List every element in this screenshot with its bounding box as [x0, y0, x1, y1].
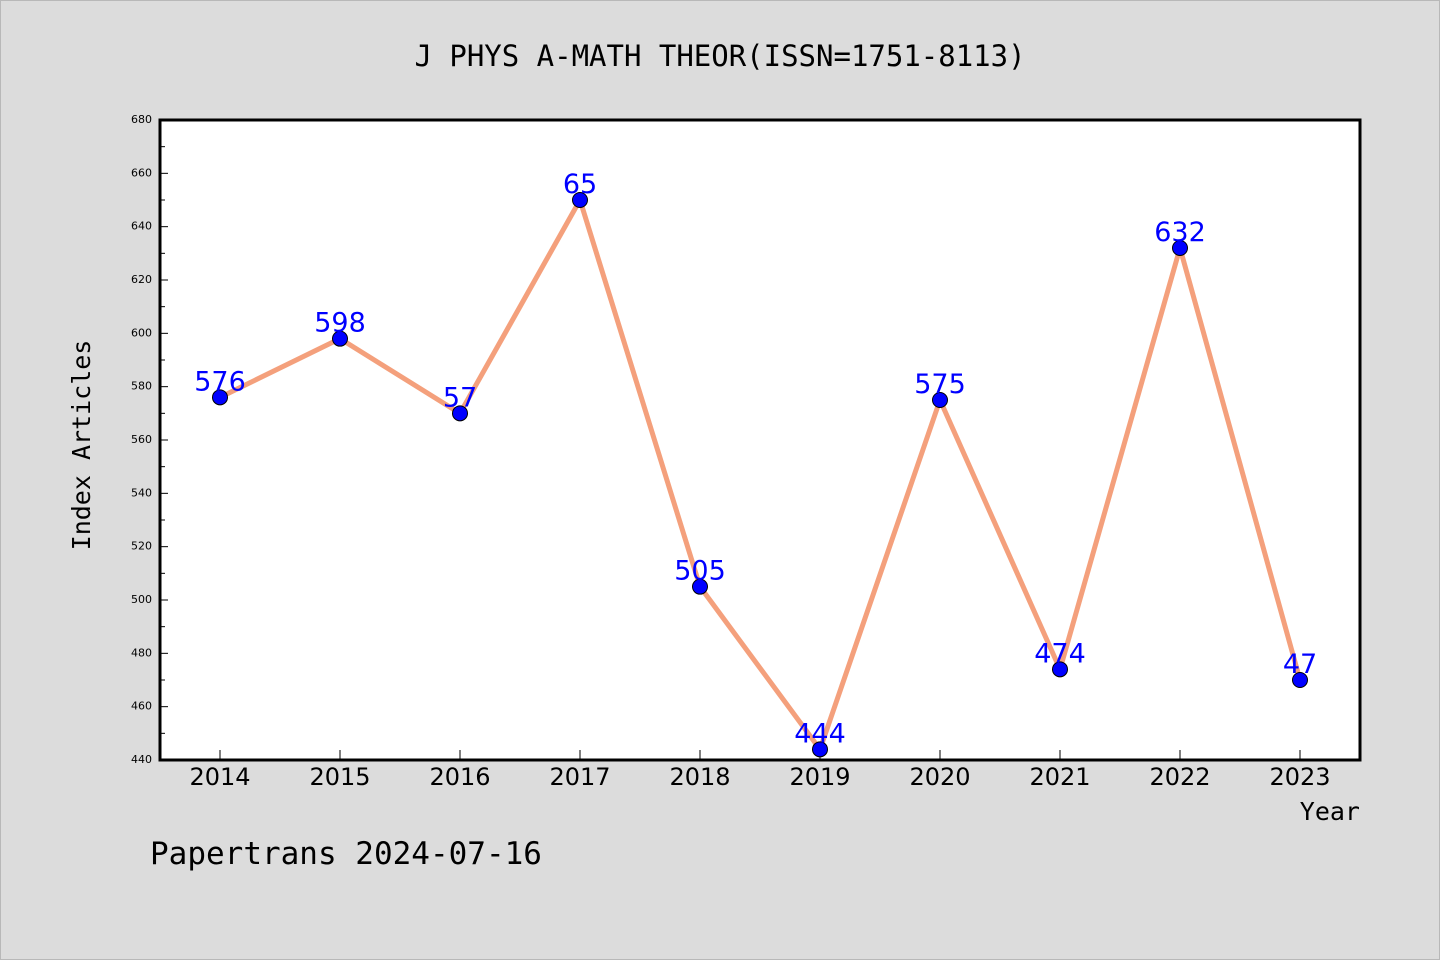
x-tick-label: 2016: [429, 763, 490, 791]
x-tick-label: 2021: [1029, 763, 1090, 791]
x-tick-label: 2022: [1149, 763, 1210, 791]
y-tick-label: 460: [131, 700, 152, 713]
y-axis: 440 460 480 500 520 540 560 580 600 620 640 660 680: [131, 113, 168, 766]
footer-text: Papertrans 2024-07-16: [150, 836, 542, 872]
data-label: 576: [194, 366, 246, 397]
y-tick-label: 540: [131, 486, 152, 499]
data-label: 47: [1283, 649, 1317, 680]
data-label: 65: [563, 169, 597, 200]
data-label: 474: [1034, 638, 1086, 669]
y-tick-label: 500: [131, 593, 152, 606]
x-tick-label: 2014: [189, 763, 250, 791]
y-tick-label: 680: [131, 113, 152, 126]
chart-title: J PHYS A-MATH THEOR(ISSN=1751-8113): [414, 39, 1025, 73]
data-point: [572, 192, 588, 208]
x-tick-label: 2018: [669, 763, 730, 791]
data-label: 598: [314, 308, 366, 339]
data-point: [692, 578, 708, 595]
data-label: 57: [443, 382, 477, 413]
data-point: [1172, 240, 1188, 256]
x-tick-label: 2023: [1269, 763, 1330, 791]
series-line: [218, 197, 1303, 752]
data-point: [1292, 672, 1308, 688]
data-point: [212, 389, 228, 406]
y-tick-label: 660: [131, 166, 152, 179]
data-label: 575: [914, 369, 966, 400]
data-label: 632: [1154, 217, 1206, 248]
y-tick-label: 620: [131, 273, 152, 286]
y-tick-label: 600: [131, 326, 152, 339]
y-tick-label: 520: [131, 540, 152, 553]
y-tick-label: 480: [131, 646, 152, 659]
x-tick-label: 2019: [789, 763, 850, 791]
data-point: [332, 330, 348, 347]
series-group: 576 598 57 65 505 444 575 474 632 47: [194, 169, 1317, 758]
y-tick-label: 580: [131, 380, 152, 393]
y-axis-label: Index Articles: [67, 340, 96, 551]
data-point: [932, 392, 948, 408]
y-tick-label: 560: [131, 433, 152, 446]
x-axis-label: Year: [1300, 797, 1360, 826]
data-point: [1052, 661, 1068, 678]
y-tick-label: 440: [131, 753, 152, 766]
x-tick-label: 2015: [309, 763, 370, 791]
data-label: 505: [674, 556, 726, 587]
data-point: [812, 741, 828, 758]
x-tick-label: 2020: [909, 763, 970, 791]
x-axis: 2014 2015 2016 2017 2018 2019 2020 2021 2022 2023: [189, 750, 1331, 791]
data-label: 444: [794, 718, 846, 749]
plot-area: [158, 118, 1362, 762]
x-tick-label: 2017: [549, 763, 610, 791]
y-tick-label: 640: [131, 220, 152, 233]
data-point: [452, 405, 468, 422]
